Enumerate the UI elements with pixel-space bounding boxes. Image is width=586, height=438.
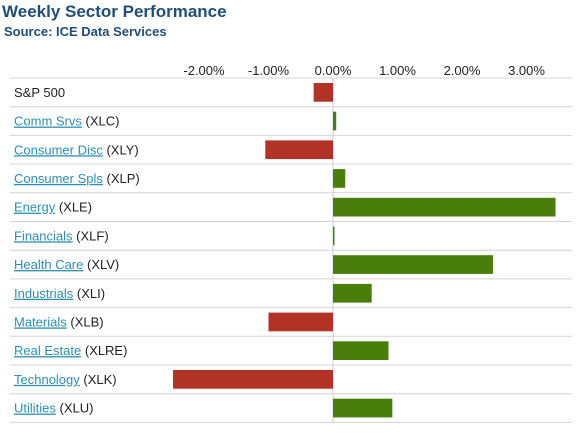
sector-ticker: (XLC) [82,114,120,129]
chart-title: Weekly Sector Performance [2,2,227,21]
category-label: Energy (XLE) [14,200,92,215]
sector-ticker: (XLE) [55,200,92,215]
bar [173,370,333,389]
chart-source: Source: ICE Data Services [4,24,167,39]
sector-ticker: (XLK) [80,372,117,387]
sector-ticker: (XLP) [103,171,140,186]
category-label: Utilities (XLU) [14,401,93,416]
bar [333,197,556,217]
sector-ticker: (XLU) [56,401,94,416]
sector-ticker: (XLB) [67,314,104,329]
x-tick-label: -2.00% [183,63,225,78]
sector-link[interactable]: Consumer Disc [14,142,103,157]
x-tick-label: 2.00% [444,63,481,78]
x-tick-label: 0.00% [315,63,352,78]
category-label: Materials (XLB) [14,314,104,329]
category-label: Industrials (XLI) [14,286,105,301]
sector-link[interactable]: Financials [14,228,73,243]
bar [313,83,333,102]
category-label: S&P 500 [14,85,65,100]
category-label: Consumer Spls (XLP) [14,171,140,186]
sector-link[interactable]: Industrials [14,286,74,301]
bar [333,283,372,303]
sector-link[interactable]: Health Care [14,257,83,272]
x-tick-label: 1.00% [379,63,416,78]
category-label: Consumer Disc (XLY) [14,142,139,157]
sector-link[interactable]: Real Estate [14,343,81,358]
sector-link[interactable]: Consumer Spls [14,171,103,186]
sector-link[interactable]: Comm Srvs [14,114,82,129]
bar [265,140,333,160]
sector-ticker: (XLY) [103,142,139,157]
category-label: Financials (XLF) [14,228,109,243]
x-tick-label: -1.00% [248,63,290,78]
category-label: Health Care (XLV) [14,257,119,272]
category-label: Real Estate (XLRE) [14,343,127,358]
bar [333,111,337,131]
bar [333,169,346,188]
x-tick-label: 3.00% [508,63,545,78]
bar [268,312,333,332]
bar [333,255,493,274]
category-label: Technology (XLK) [14,372,117,387]
sector-link[interactable]: Utilities [14,401,56,416]
sector-link[interactable]: Materials [14,314,67,329]
sector-ticker: (XLV) [83,257,119,272]
sector-ticker: (XLI) [73,286,105,301]
sector-link[interactable]: Technology [14,372,80,387]
sector-ticker: (XLRE) [81,343,127,358]
sector-ticker: (XLF) [73,228,109,243]
bar [333,341,389,360]
bar [333,226,335,246]
bar [333,398,393,418]
sector-link[interactable]: Energy [14,200,56,215]
category-label: Comm Srvs (XLC) [14,114,119,129]
